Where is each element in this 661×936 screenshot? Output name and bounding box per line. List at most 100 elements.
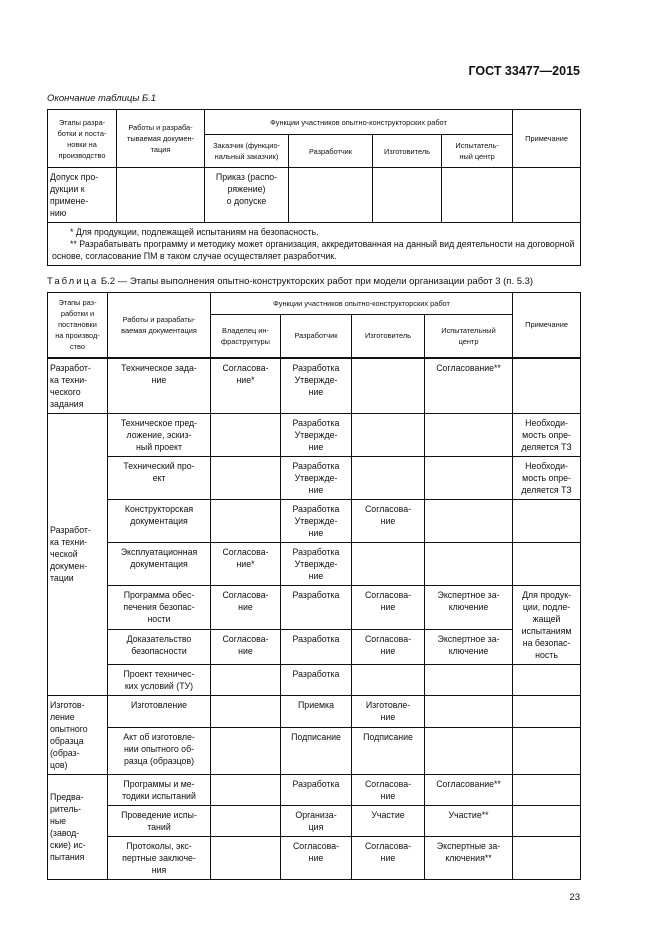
cell-role: Согласова- ние [351, 584, 425, 631]
cell-role [423, 541, 514, 586]
table-row: Технический про- ект Разработка Утвержде-… [48, 455, 582, 500]
cell-stage: Изготов- ление опытного образца (образ- … [47, 694, 108, 775]
cell-role: Организа- ция [280, 804, 352, 837]
table-b1-end: Этапы разра- ботки и поста- новки на про… [46, 109, 582, 266]
cell-note [512, 773, 582, 806]
cell-works: Программы и ме- тодики испытаний [107, 773, 211, 806]
caption-text: Б.2 — Этапы выполнения опытно-конструкто… [98, 276, 534, 287]
cell-role [440, 167, 514, 223]
cell-role [210, 694, 281, 729]
cell-works: Конструкторская документация [107, 498, 211, 543]
table-b2: Этапы раз- работки и постановки на произ… [47, 292, 582, 880]
cell-role: Приказ (распо- ряжение) о допуске [204, 167, 289, 223]
header-functions: Функции участников опытно-конструкторски… [203, 109, 514, 135]
cell-role [351, 455, 425, 500]
cell-note [512, 835, 582, 880]
cell-note [512, 663, 582, 696]
cell-role: Экспертное за- ключение [423, 629, 514, 665]
cell-role: Подписание [280, 727, 352, 775]
cell-role: Согласова- ние [351, 773, 425, 806]
cell-role: Согласова- ние* [210, 357, 281, 414]
cell-works: Изготовление [107, 694, 211, 729]
cell-role [351, 541, 425, 586]
cell-role: Разработка Утвержде- ние [280, 455, 352, 500]
cell-role: Согласование** [423, 357, 514, 414]
caption-label: Таблица [47, 276, 99, 287]
cell-role: Изготовле- ние [351, 694, 425, 729]
cell-note [512, 804, 582, 837]
cell-stage: Предва- ритель- ные (завод- ские) ис- пы… [47, 773, 108, 880]
cell-stage: Допуск про- дукции к примене- нию [47, 167, 117, 223]
cell-role: Подписание [351, 727, 425, 775]
cell-role [423, 455, 514, 500]
header-role: Заказчик (функцио- нальный заказчик) [204, 134, 289, 168]
table-row: Программа обес- печения безопас- ности Со… [48, 584, 582, 665]
cell-role [423, 498, 514, 543]
header-functions: Функции участников опытно-конструкторски… [209, 292, 514, 315]
cell-note [512, 357, 582, 414]
page-number: 23 [569, 891, 580, 903]
header-note: Примечание [512, 292, 582, 359]
cell-role: Согласова- ние [210, 584, 281, 631]
cell-note: Необходи- мость опре- деляется ТЗ [512, 412, 582, 457]
cell-role: Согласова- ние [210, 629, 281, 665]
cell-role: Согласование** [423, 773, 514, 806]
cell-role [210, 412, 281, 457]
cell-note [512, 498, 582, 543]
header-role: Изготовитель [372, 134, 442, 168]
cell-role: Участие [351, 804, 425, 837]
document-code: ГОСТ 33477—2015 [468, 64, 580, 78]
cell-role: Экспертное за- ключение [423, 584, 514, 631]
header-role: Изготовитель [351, 314, 425, 359]
cell-role: Разработка [280, 773, 352, 806]
cell-note: Для продук- ции, подле- жащей испытаниям… [512, 584, 582, 665]
cell-works: Программа обес- печения безопас- ности [107, 584, 211, 631]
header-role: Испытатель- ный центр [440, 134, 514, 168]
table2-caption: Таблица Б.2 — Этапы выполнения опытно-ко… [47, 276, 580, 288]
cell-works: Проведение испы- таний [107, 804, 211, 837]
table-row: Допуск про- дукции к примене- нию Приказ… [47, 167, 582, 223]
cell-role: Разработка [280, 629, 352, 665]
header-note: Примечание [512, 109, 582, 168]
table-row: Акт об изготовле- нии опытного об- разца… [48, 727, 582, 775]
cell-role: Разработка [280, 663, 352, 696]
cell-role [351, 357, 425, 414]
cell-works: Техническое пред- ложение, эскиз- ный пр… [107, 412, 211, 457]
cell-note [512, 167, 582, 223]
cell-role [423, 727, 514, 775]
cell-role: Приемка [280, 694, 352, 729]
cell-note [512, 727, 582, 775]
cell-note [512, 541, 582, 586]
table-row: Разработ- ка техни- ческой докумен- таци… [47, 412, 582, 696]
cell-role: Согласова- ние [280, 835, 352, 880]
cell-works: Доказательство безопасности [107, 629, 211, 665]
cell-role: Согласова- ние [351, 498, 425, 543]
header-role: Владелец ин- фраструктуры [210, 314, 281, 359]
cell-role: Разработка Утвержде- ние [280, 412, 352, 457]
table-row: Предва- ритель- ные (завод- ские) ис- пы… [47, 773, 582, 880]
cell-role [372, 167, 442, 223]
cell-stage: Разработ- ка техни- ческого задания [47, 357, 108, 414]
table-row: Изготов- ление опытного образца (образ- … [47, 694, 582, 775]
cell-role [423, 412, 514, 457]
footnote: * Для продукции, подлежащей испытаниям н… [70, 227, 319, 237]
cell-works [116, 167, 205, 223]
cell-works: Эксплуатационная документация [107, 541, 211, 586]
footnotes: * Для продукции, подлежащей испытаниям н… [46, 222, 582, 266]
cell-role [210, 727, 281, 775]
header-role: Разработчик [288, 134, 373, 168]
table-row: Конструкторская документация Разработка У… [48, 498, 582, 543]
cell-role: Согласова- ние [351, 835, 425, 880]
header-role: Разработчик [280, 314, 352, 359]
cell-role: Согласова- ние [351, 629, 425, 665]
cell-role [210, 804, 281, 837]
cell-works: Технический про- ект [107, 455, 211, 500]
cell-role [210, 455, 281, 500]
cell-role: Разработка [280, 584, 352, 631]
cell-role: Разработка Утвержде- ние [280, 357, 352, 414]
cell-role [210, 773, 281, 806]
cell-role [210, 663, 281, 696]
cell-works: Проект техничес- ких условий (ТУ) [107, 663, 211, 696]
cell-role [423, 663, 514, 696]
